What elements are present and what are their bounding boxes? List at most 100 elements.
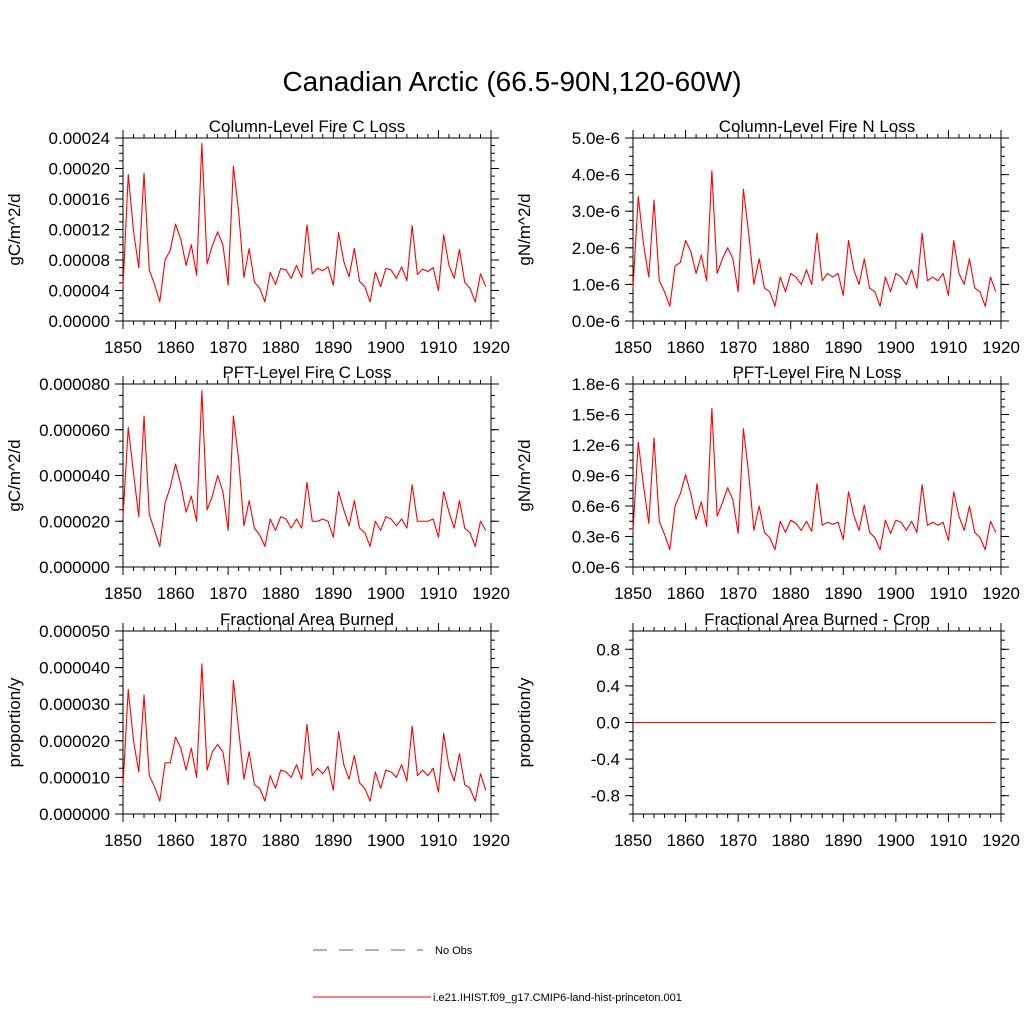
x-tick-label: 1870 xyxy=(209,338,247,357)
y-tick-label: 0.00000 xyxy=(49,312,110,331)
x-tick-label: 1910 xyxy=(420,831,458,850)
y-tick-label: 0.000060 xyxy=(39,421,110,440)
legend-label-2: i.e21.IHIST.f09_g17.CMIP6-land-hist-prin… xyxy=(433,992,682,1004)
y-axis: -0.8 -0.4 0.0 0.4 0.8 xyxy=(591,630,1009,815)
panel-5: Fractional Area Burned proportion/y 1850 18… xyxy=(5,610,510,850)
x-tick-label: 1880 xyxy=(772,831,810,850)
y-tick-label: 0.00016 xyxy=(49,190,110,209)
series-line xyxy=(122,390,487,547)
x-axis: 1850 1860 1870 1880 1890 1900 1910 1920 xyxy=(614,623,1020,850)
series-line xyxy=(632,170,997,307)
panel-title: Column-Level Fire C Loss xyxy=(209,117,406,136)
x-tick-label: 1870 xyxy=(719,831,757,850)
y-axis: 0.0e-6 0.3e-6 0.6e-6 0.9e-6 1.2e-6 1.5e-6 1.8e… xyxy=(572,375,1009,577)
y-axis: 0.00000 0.00004 0.00008 0.00012 0.00016 0.000… xyxy=(49,129,499,331)
x-tick-label: 1870 xyxy=(209,831,247,850)
x-tick-label: 1850 xyxy=(104,338,142,357)
x-tick-label: 1870 xyxy=(719,584,757,603)
y-tick-label: 4.0e-6 xyxy=(572,166,620,185)
y-tick-label: -0.8 xyxy=(591,787,620,806)
panel-title: Column-Level Fire N Loss xyxy=(719,117,916,136)
y-tick-label: 0.6e-6 xyxy=(572,497,620,516)
y-axis: 0.000000 0.000020 0.000040 0.000060 0.000080 xyxy=(39,375,499,577)
y-tick-label: 0.00012 xyxy=(49,221,110,240)
y-tick-label: 0.00004 xyxy=(49,282,110,301)
panel-4: PFT-Level Fire N Loss gN/m^2/d 1850 1860 187… xyxy=(515,363,1020,603)
legend: No Obs i.e21.IHIST.f09_g17.CMIP6-land-his… xyxy=(313,945,682,1004)
x-tick-label: 1890 xyxy=(314,338,352,357)
y-tick-label: 0.4 xyxy=(596,677,620,696)
x-axis: 1850 1860 1870 1880 1890 1900 1910 1920 xyxy=(614,130,1020,357)
x-tick-label: 1910 xyxy=(420,338,458,357)
y-tick-label: -0.4 xyxy=(591,750,620,769)
y-tick-label: 0.3e-6 xyxy=(572,528,620,547)
y-tick-label: 0.0 xyxy=(596,714,620,733)
figure-title: Canadian Arctic (66.5-90N,120-60W) xyxy=(282,66,741,97)
x-tick-label: 1860 xyxy=(667,831,705,850)
x-tick-label: 1900 xyxy=(367,584,405,603)
y-axis-label: gN/m^2/d xyxy=(515,193,534,265)
y-tick-label: 0.0e-6 xyxy=(572,312,620,331)
y-axis: 0.000000 0.000010 0.000020 0.000030 0.000040… xyxy=(39,622,499,824)
x-tick-label: 1910 xyxy=(930,338,968,357)
panel-3: PFT-Level Fire C Loss gC/m^2/d 1850 1860 187… xyxy=(5,363,510,603)
x-tick-label: 1860 xyxy=(667,584,705,603)
x-tick-label: 1880 xyxy=(262,338,300,357)
y-tick-label: 0.00020 xyxy=(49,160,110,179)
y-axis-label: gN/m^2/d xyxy=(515,439,534,511)
series-line xyxy=(122,663,487,802)
x-tick-label: 1900 xyxy=(367,338,405,357)
x-tick-label: 1900 xyxy=(877,831,915,850)
y-tick-label: 1.8e-6 xyxy=(572,375,620,394)
y-axis-label: proportion/y xyxy=(5,677,24,767)
legend-label-1: No Obs xyxy=(435,945,473,957)
x-tick-label: 1890 xyxy=(314,584,352,603)
y-tick-label: 0.000020 xyxy=(39,732,110,751)
y-tick-label: 0.000030 xyxy=(39,695,110,714)
y-tick-label: 0.000000 xyxy=(39,805,110,824)
x-tick-label: 1880 xyxy=(772,338,810,357)
x-tick-label: 1920 xyxy=(472,831,510,850)
x-axis: 1850 1860 1870 1880 1890 1900 1910 1920 xyxy=(104,623,510,850)
x-tick-label: 1910 xyxy=(420,584,458,603)
y-tick-label: 0.0e-6 xyxy=(572,558,620,577)
y-tick-label: 5.0e-6 xyxy=(572,129,620,148)
x-tick-label: 1850 xyxy=(614,831,652,850)
x-tick-label: 1850 xyxy=(104,831,142,850)
x-tick-label: 1920 xyxy=(472,584,510,603)
x-tick-label: 1850 xyxy=(614,338,652,357)
y-tick-label: 0.000000 xyxy=(39,558,110,577)
x-tick-label: 1880 xyxy=(772,584,810,603)
y-tick-label: 1.2e-6 xyxy=(572,436,620,455)
x-axis: 1850 1860 1870 1880 1890 1900 1910 1920 xyxy=(104,130,510,357)
x-tick-label: 1910 xyxy=(930,584,968,603)
x-tick-label: 1870 xyxy=(209,584,247,603)
x-tick-label: 1920 xyxy=(982,338,1020,357)
y-tick-label: 0.000080 xyxy=(39,375,110,394)
y-axis: 0.0e-6 1.0e-6 2.0e-6 3.0e-6 4.0e-6 5.0e-6 xyxy=(572,129,1009,331)
y-tick-label: 1.0e-6 xyxy=(572,275,620,294)
x-tick-label: 1870 xyxy=(719,338,757,357)
x-tick-label: 1890 xyxy=(824,831,862,850)
panels: Column-Level Fire C Loss gC/m^2/d 1850 1860… xyxy=(5,117,1020,850)
y-tick-label: 0.000040 xyxy=(39,659,110,678)
y-tick-label: 0.000050 xyxy=(39,622,110,641)
x-tick-label: 1860 xyxy=(157,831,195,850)
x-tick-label: 1900 xyxy=(877,338,915,357)
series-line xyxy=(632,407,997,551)
series-line xyxy=(122,142,487,303)
x-axis: 1850 1860 1870 1880 1890 1900 1910 1920 xyxy=(614,376,1020,603)
x-tick-label: 1910 xyxy=(930,831,968,850)
x-tick-label: 1850 xyxy=(104,584,142,603)
x-tick-label: 1890 xyxy=(824,338,862,357)
panel-title: PFT-Level Fire N Loss xyxy=(732,363,901,382)
panel-title: Fractional Area Burned xyxy=(220,610,394,629)
panel-title: PFT-Level Fire C Loss xyxy=(222,363,391,382)
y-tick-label: 0.00024 xyxy=(49,129,110,148)
panel-title: Fractional Area Burned - Crop xyxy=(704,610,930,629)
y-tick-label: 0.000010 xyxy=(39,768,110,787)
x-tick-label: 1900 xyxy=(877,584,915,603)
y-tick-label: 2.0e-6 xyxy=(572,239,620,258)
